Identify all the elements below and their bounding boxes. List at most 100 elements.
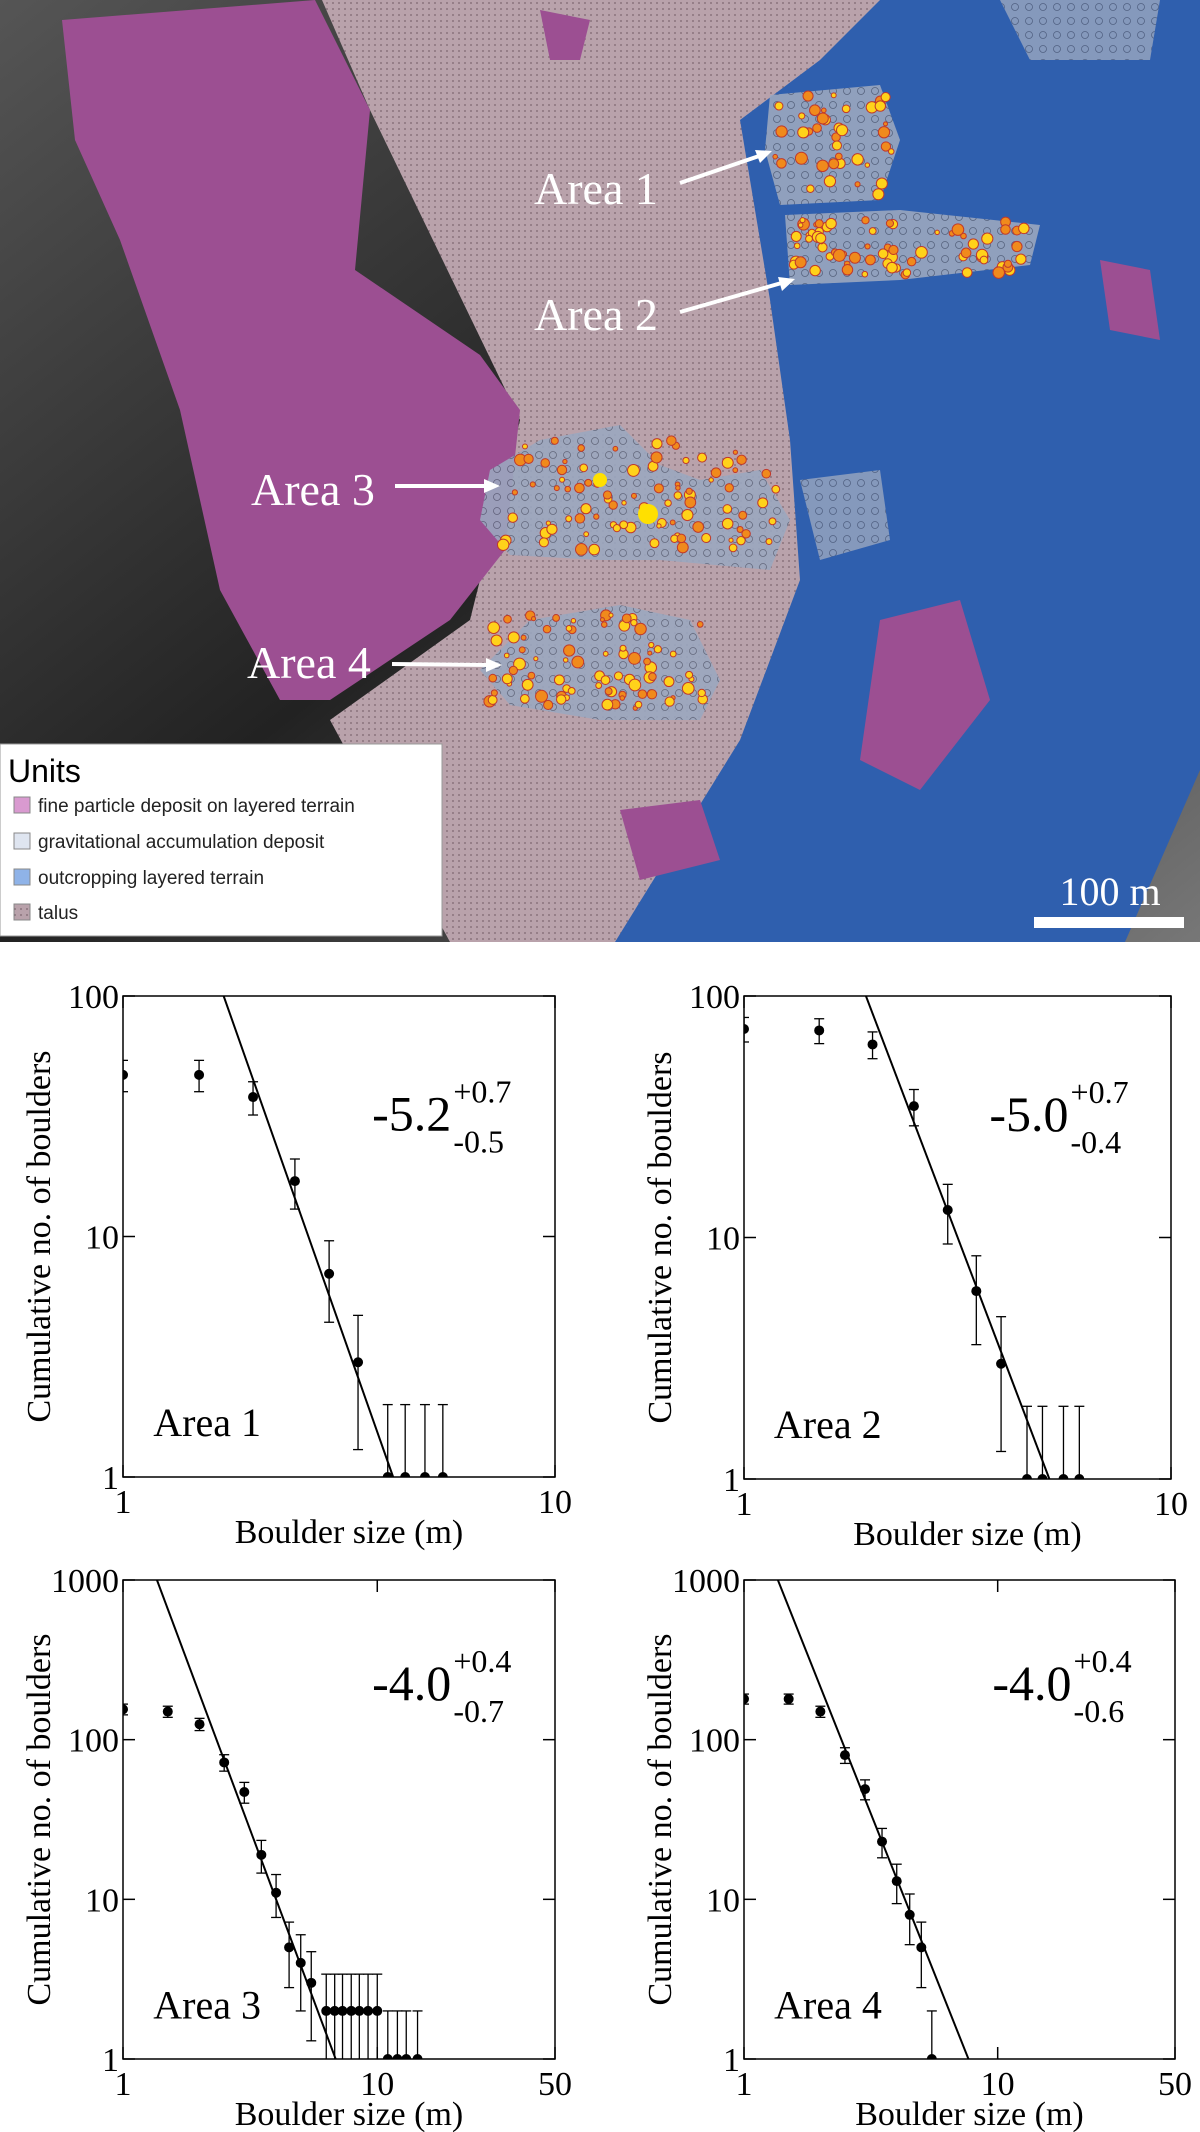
boulder-dot (595, 682, 603, 689)
boulder-dot (775, 125, 788, 138)
boulder-dot (574, 513, 586, 524)
boulder-dot (546, 523, 558, 535)
boulder-dot (577, 444, 585, 452)
legend-swatch (13, 903, 31, 921)
y-axis-label: Cumulative no. of boulders (642, 1633, 679, 2005)
legend-swatch (13, 832, 31, 850)
arrow (679, 153, 763, 185)
boulder-dot (992, 266, 1006, 279)
boulder-dot (797, 222, 804, 228)
boulder-dot (832, 248, 846, 262)
boulder-dot (553, 674, 565, 686)
boulder-dot (571, 655, 585, 669)
boulder-dot (556, 464, 568, 476)
data-point (867, 1039, 878, 1050)
boulder-dot (669, 650, 677, 658)
data-point (392, 2054, 403, 2059)
boulder-dot (888, 244, 899, 256)
boulder-dot (821, 107, 827, 114)
boulder-dot (736, 454, 747, 466)
area-label: Area 1 (534, 163, 658, 214)
boulder-dot (511, 489, 518, 496)
boulder-dot (728, 537, 734, 543)
y-tick-label: 1000 (51, 1563, 119, 1600)
plot-area (123, 996, 448, 1477)
boulder-dot (651, 438, 663, 450)
boulder-dot (877, 126, 891, 139)
boulder-dot (681, 682, 695, 695)
boulder-dot (736, 535, 746, 546)
boulder-dot (741, 529, 751, 539)
y-axis-label: Cumulative no. of boulders (642, 1051, 679, 1423)
chart: 1 10 1 10 100 Boulder size (m) Cumulative no. … (21, 979, 572, 1551)
boulder-dot (535, 689, 548, 703)
boulder-dot (507, 512, 518, 523)
boulder-dot (771, 484, 781, 494)
boulder-dot (805, 234, 813, 243)
boulder-dot (508, 665, 518, 676)
slope-plus: +0.7 (1071, 1074, 1129, 1110)
fit-line (222, 996, 395, 1477)
boulder-dot (790, 230, 802, 242)
data-point (346, 2005, 357, 2016)
boulder-dot (664, 499, 672, 507)
data-point (295, 1957, 306, 1968)
slope-value: -4.0 (992, 1655, 1071, 1711)
boulder-dot (521, 443, 528, 450)
y-tick-label: 10 (706, 1221, 740, 1258)
x-tick-label: 1 (115, 1484, 132, 1521)
boulder-dot (915, 246, 928, 259)
boulder-dot (519, 693, 530, 704)
boulder-dot (630, 619, 638, 627)
boulder-dot (802, 90, 814, 102)
plot-area (744, 1580, 970, 2059)
data-point (162, 1706, 173, 1717)
y-tick-label: 10 (85, 1882, 119, 1919)
boulder-dot (583, 531, 590, 538)
boulder-dot (676, 541, 689, 554)
boulder-dot (647, 650, 653, 656)
arrow-head (755, 150, 772, 163)
data-point (194, 1069, 205, 1080)
boulder-dot (880, 141, 892, 152)
boulder-dot (728, 543, 738, 553)
data-point (1021, 1474, 1032, 1479)
boulder-dot (830, 92, 837, 99)
boulder-dot (681, 508, 694, 522)
boulder-dot (685, 670, 694, 679)
data-point (271, 1887, 282, 1898)
x-tick-label: 50 (538, 2066, 572, 2103)
boulder-dot (529, 481, 536, 488)
y-tick-label: 100 (689, 1723, 740, 1760)
boulder-dot (967, 238, 979, 250)
data-point (363, 2005, 374, 2016)
boulder-dot (836, 124, 849, 137)
boulder-dot (565, 625, 573, 632)
boulder-dot (613, 671, 624, 681)
slope-minus: -0.4 (1071, 1124, 1122, 1160)
legend-label: talus (38, 903, 78, 924)
boulder-dot (828, 158, 840, 170)
slope-value: -4.0 (372, 1655, 451, 1711)
boulder-dot (872, 188, 885, 201)
boulder-dot (882, 121, 888, 127)
boulder-dot (1018, 222, 1030, 235)
data-point (401, 2054, 412, 2059)
x-tick-label: 10 (981, 2066, 1015, 2103)
boulder-dot (550, 436, 559, 445)
data-point (123, 1704, 128, 1715)
boulder-dot (960, 247, 972, 259)
boulder-dot (487, 695, 498, 705)
map: Area 1 Area 2 Area 3 Area 4 Units fine p… (0, 0, 1200, 942)
x-tick-label: 1 (115, 2066, 132, 2103)
scale-bar (1034, 917, 1184, 928)
boulder-dot (520, 634, 527, 641)
boulder-dot (501, 673, 513, 685)
plot-frame (122, 1579, 556, 2060)
data-point (372, 2005, 383, 2016)
boulder-dot (864, 243, 871, 250)
boulder-dot (634, 622, 647, 636)
boulder-dot (612, 524, 621, 533)
boulder-dot (794, 256, 807, 269)
fit-line (776, 1580, 970, 2059)
